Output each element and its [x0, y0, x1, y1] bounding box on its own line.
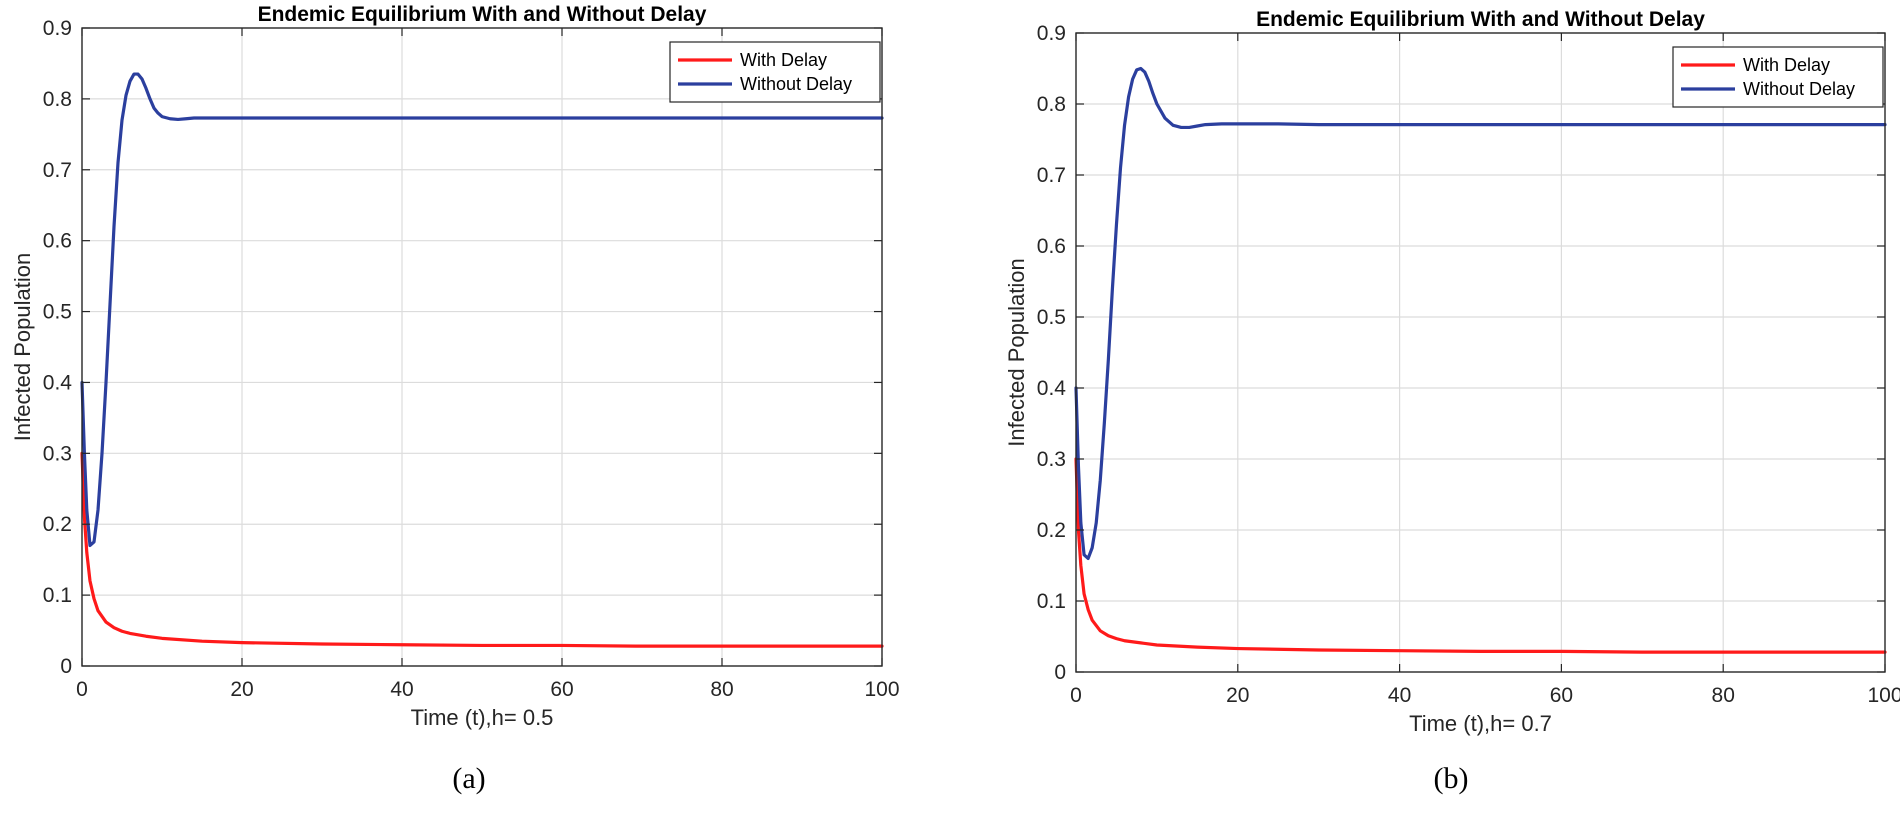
y-tick-label: 0.6	[43, 230, 72, 253]
y-tick-label: 0.9	[43, 17, 72, 40]
chart-b-svg: 0 20 40 60 80 100 0 0.1 0.2 0.3 0.4 0.5 0.6 0.7 0.8 0.9…	[1004, 8, 1900, 736]
x-tick-label: 20	[230, 678, 253, 701]
y-tick-label: 0.6	[1037, 235, 1066, 258]
legend-label: Without Delay	[1743, 79, 1855, 99]
y-tick-label: 0.9	[1037, 22, 1066, 45]
x-tick-label: 100	[1867, 684, 1900, 707]
chart-title: Endemic Equilibrium With and Without Del…	[1256, 8, 1705, 31]
x-tick-label: 40	[1388, 684, 1411, 707]
y-tick-label: 0	[1054, 661, 1066, 684]
chart-panel-a: 0 20 40 60 80 100 0 0.1 0.2 0.3 0.4 0.5 0.6 0.7 0.8 0.9…	[10, 3, 900, 795]
y-tick-label: 0.1	[1037, 590, 1066, 613]
chart-a-svg: 0 20 40 60 80 100 0 0.1 0.2 0.3 0.4 0.5 0.6 0.7 0.8 0.9…	[10, 3, 900, 730]
y-tick-label: 0.2	[43, 513, 72, 536]
series-line-with-delay	[1074, 457, 1887, 654]
y-tick-label: 0.4	[1037, 377, 1067, 400]
y-tick-label: 0	[60, 655, 72, 678]
x-tick-label: 40	[390, 678, 413, 701]
legend-label: With Delay	[1743, 55, 1830, 75]
chart-panel-b: 0 20 40 60 80 100 0 0.1 0.2 0.3 0.4 0.5 0.6 0.7 0.8 0.9…	[950, 0, 1900, 820]
x-tick-label: 0	[76, 678, 88, 701]
y-tick-label: 0.1	[43, 584, 72, 607]
x-tick-label: 20	[1226, 684, 1249, 707]
y-tick-label: 0.8	[1037, 93, 1066, 116]
axes-box	[81, 27, 883, 667]
legend-label: Without Delay	[740, 74, 852, 94]
x-tick-label: 80	[1712, 684, 1735, 707]
legend-label: With Delay	[740, 50, 827, 70]
y-tick-label: 0.5	[1037, 306, 1066, 329]
y-axis-label: Infected Population	[1004, 258, 1029, 446]
y-tick-label: 0.5	[43, 301, 72, 324]
y-tick-label: 0.2	[1037, 519, 1066, 542]
caption-b: (b)	[1433, 762, 1469, 795]
plot-area	[82, 28, 882, 666]
x-axis-label: Time (t),h= 0.5	[411, 705, 554, 730]
y-tick-label: 0.4	[43, 371, 73, 394]
caption-a: (a)	[452, 762, 486, 795]
chart-title: Endemic Equilibrium With and Without Del…	[258, 3, 707, 26]
legend-box	[669, 41, 881, 103]
series-line-without-delay	[1074, 66, 1887, 560]
x-tick-label: 80	[710, 678, 733, 701]
y-tick-label: 0.8	[43, 88, 72, 111]
y-tick-label: 0.3	[1037, 448, 1066, 471]
axes-box	[1075, 32, 1886, 673]
y-tick-label: 0.7	[43, 159, 72, 182]
x-tick-label: 100	[864, 678, 899, 701]
y-tick-label: 0.7	[1037, 164, 1066, 187]
y-tick-label: 0.3	[43, 442, 72, 465]
x-axis-label: Time (t),h= 0.7	[1409, 711, 1552, 736]
x-tick-label: 60	[1550, 684, 1573, 707]
y-axis-label: Infected Population	[10, 253, 35, 441]
x-tick-label: 60	[550, 678, 573, 701]
plot-area	[1076, 33, 1885, 672]
series-line-without-delay	[80, 72, 884, 548]
series-line-with-delay	[80, 451, 884, 648]
x-tick-label: 0	[1070, 684, 1082, 707]
legend-box	[1672, 46, 1884, 108]
